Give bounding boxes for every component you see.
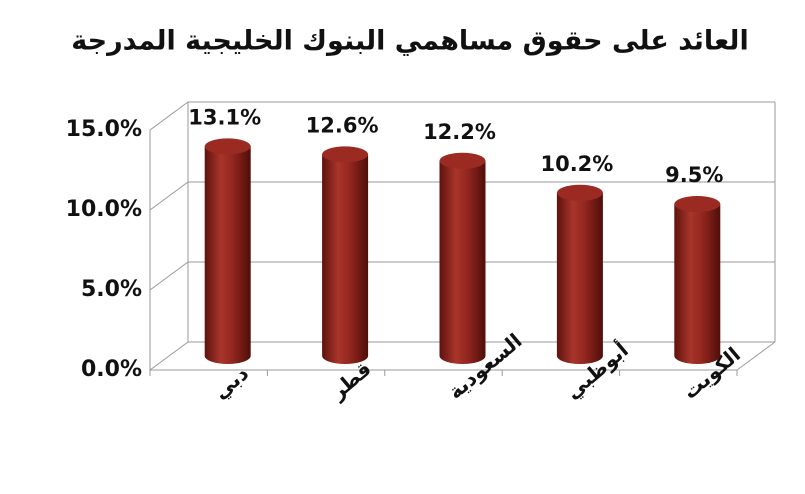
y-tick-label: 0.0% — [81, 357, 142, 382]
value-label: 9.5% — [665, 163, 723, 187]
y-tick-label: 5.0% — [81, 277, 142, 302]
bar — [204, 138, 251, 364]
chart-title: العائد على حقوق مساهمي البنوك الخليجية ا… — [71, 26, 748, 57]
x-tick-label: دبي — [208, 361, 253, 405]
value-label: 12.6% — [306, 113, 379, 137]
y-tick-label: 15.0% — [66, 117, 142, 142]
value-label: 13.1% — [188, 105, 261, 129]
value-label: 12.2% — [423, 120, 496, 144]
floor-edge — [736, 341, 776, 371]
bar — [556, 184, 603, 364]
y-tick-label: 10.0% — [66, 197, 142, 222]
grid-line — [149, 261, 189, 291]
grid-line — [149, 341, 189, 371]
value-label: 10.2% — [540, 152, 613, 176]
grid-line — [149, 101, 189, 131]
grid-line — [149, 181, 189, 211]
bar — [674, 196, 721, 364]
bar — [439, 152, 486, 364]
bar — [322, 146, 369, 364]
